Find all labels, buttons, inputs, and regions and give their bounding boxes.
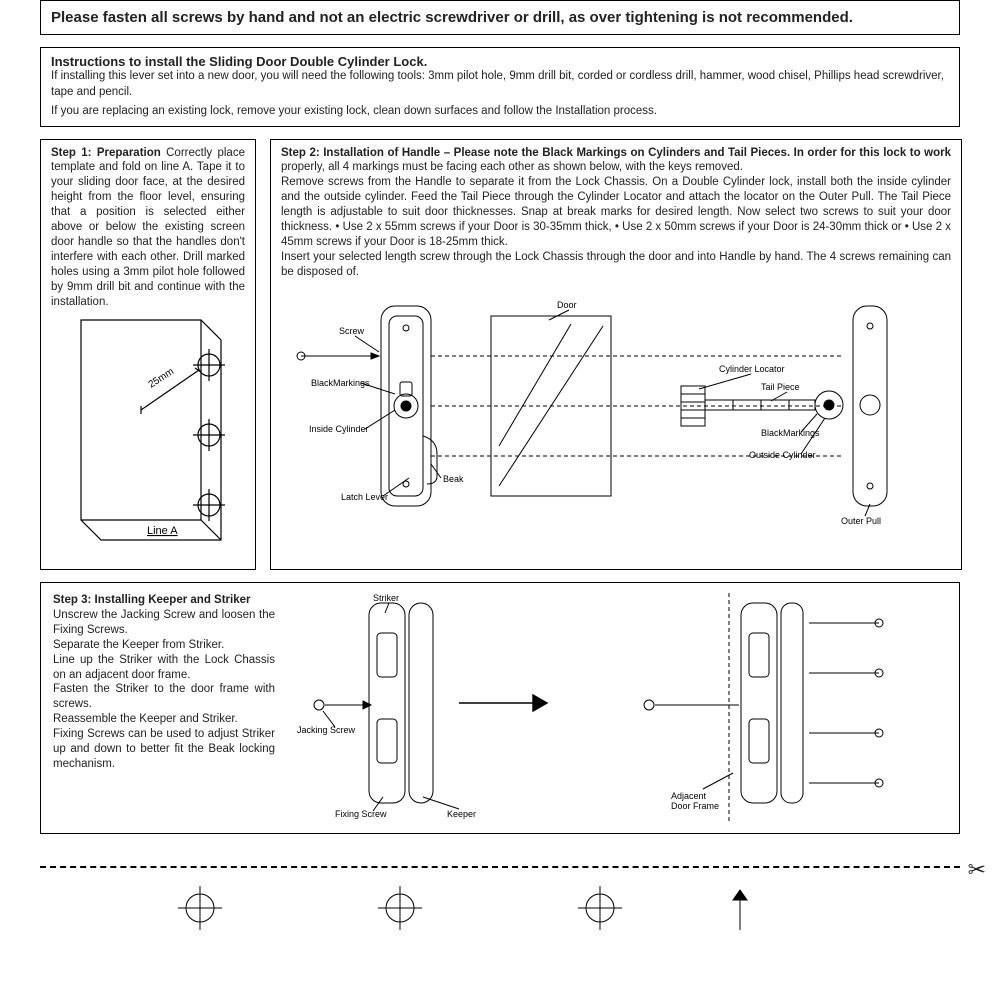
step3-diagram: Striker Jacking Screw Fixing Screw Keepe… [289,593,929,823]
lbl-adjframe: AdjacentDoor Frame [671,791,719,811]
intro-line2: If you are replacing an existing lock, r… [51,104,949,120]
lbl-door: Door [557,300,577,310]
lbl-outsidecyl: Outside Cylinder [749,450,816,460]
lbl-tailpiece: Tail Piece [761,382,800,392]
step2-diagram: Screw BlackMarkings Inside Cylinder Latc… [281,286,951,556]
lbl-striker: Striker [373,593,399,603]
step1-title: Step 1: Preparation [51,147,161,159]
lbl-fixingscrew: Fixing Screw [335,809,387,819]
step2-box: Step 2: Installation of Handle – Please … [270,139,962,570]
lbl-beak: Beak [443,474,464,484]
intro-title: Instructions to install the Sliding Door… [51,54,949,69]
lbl-insidecyl: Inside Cylinder [309,424,369,434]
lbl-cyllocator: Cylinder Locator [719,364,785,374]
warning-text: Please fasten all screws by hand and not… [51,9,853,26]
lbl-latchlever: Latch Lever [341,492,388,502]
step1-linea-label: Line A [147,525,178,537]
intro-box: Instructions to install the Sliding Door… [40,47,960,127]
template-strip [40,878,960,938]
lbl-jackingscrew: Jacking Screw [297,725,356,735]
step2-title: Step 2: Installation of Handle – Please … [281,147,951,159]
warning-banner: Please fasten all screws by hand and not… [40,0,960,35]
step3-box: Step 3: Installing Keeper and Striker Un… [40,582,960,834]
lbl-blackmarkings-r: BlackMarkings [761,428,820,438]
lbl-outerpull: Outer Pull [841,516,881,526]
step1-body: Correctly place template and fold on lin… [51,147,245,308]
cut-line: ✂ [40,866,960,868]
step3-body: Unscrew the Jacking Screw and loosen the… [53,609,275,770]
step3-title: Step 3: Installing Keeper and Striker [53,594,250,606]
scissors-icon: ✂ [968,857,986,883]
step1-box: Step 1: Preparation Correctly place temp… [40,139,256,570]
lbl-keeper: Keeper [447,809,476,819]
step1-dim-label: 25mm [147,366,176,390]
step1-diagram: 25mm Line A [51,310,245,560]
lbl-screw: Screw [339,326,365,336]
intro-line1: If installing this lever set into a new … [51,69,949,100]
step2-body: properly, all 4 markings must be facing … [281,161,951,278]
